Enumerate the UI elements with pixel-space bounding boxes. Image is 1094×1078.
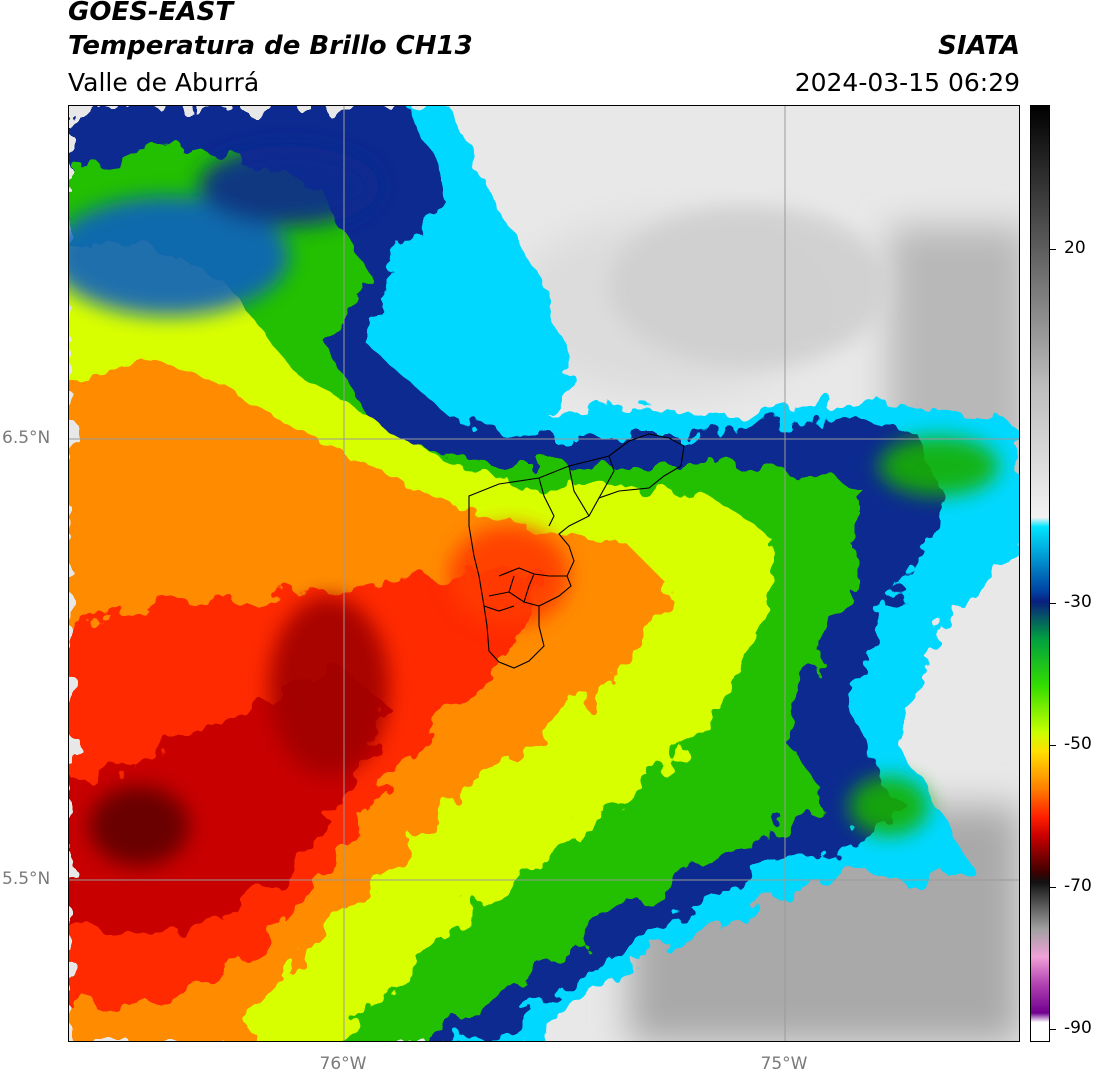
colorbar-tick — [1050, 1029, 1056, 1030]
colorbar-tick — [1050, 887, 1056, 888]
lat-label-5.5N: 5.5°N — [2, 869, 51, 889]
lat-label-6.5N: 6.5°N — [2, 428, 51, 448]
colorbar-tick — [1050, 249, 1056, 250]
colorbar-label-minus-30: -30 — [1064, 592, 1092, 612]
colorbar-label-minus-50: -50 — [1064, 734, 1092, 754]
colorbar-label-minus-70: -70 — [1064, 876, 1092, 896]
satellite-title: GOES-EAST — [68, 0, 234, 27]
valle-de-aburra-boundaries — [468, 433, 685, 669]
temperature-colorbar — [1030, 105, 1050, 1042]
organization-label: SIATA — [938, 31, 1020, 61]
colorbar-tick — [1050, 745, 1056, 746]
colorbar-label-20: 20 — [1064, 238, 1086, 258]
lon-label-76W: 76°W — [319, 1054, 367, 1074]
datetime-label: 2024-03-15 06:29 — [794, 68, 1020, 97]
lon-label-75W: 75°W — [760, 1054, 808, 1074]
map-canvas — [69, 106, 1019, 1041]
region-subtitle: Valle de Aburrá — [68, 68, 260, 97]
product-title: Temperatura de Brillo CH13 — [68, 31, 473, 61]
colorbar-label-minus-90: -90 — [1064, 1018, 1092, 1038]
colorbar-tick — [1050, 603, 1056, 604]
brightness-temperature-map[interactable] — [68, 105, 1020, 1042]
